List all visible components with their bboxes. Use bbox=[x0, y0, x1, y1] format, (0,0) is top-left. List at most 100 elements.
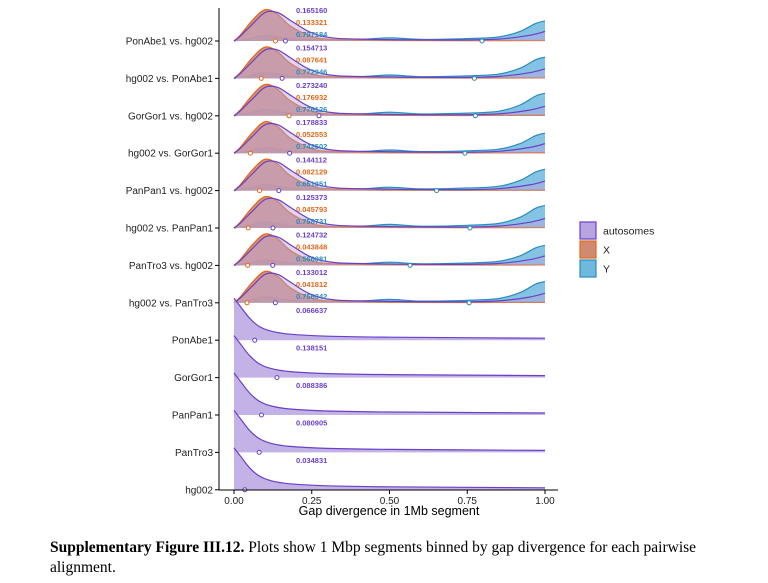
mean-marker-autosomes-gorgor1 bbox=[274, 375, 280, 381]
mean-label-y-hg002-vs-pantro3: 0.756042 bbox=[296, 292, 327, 301]
ridge-gorgor1-vs-hg002 bbox=[233, 83, 546, 119]
mean-marker-x-gorgor1-vs-hg002 bbox=[286, 113, 292, 119]
density-line-x-hg002-vs-pantro3 bbox=[233, 270, 546, 304]
y-tick-label-pantro3: PanTro3 bbox=[175, 448, 213, 459]
ridge-panpan1 bbox=[233, 372, 546, 418]
mean-label-x-panpan1-vs-hg002: 0.082129 bbox=[296, 168, 327, 177]
y-tick-label-pantro3-vs-hg002: PanTro3 vs. hg002 bbox=[129, 261, 214, 272]
mean-label-x-hg002-vs-gorgor1: 0.052553 bbox=[296, 130, 327, 139]
density-line-autosomes-pantro3-vs-hg002 bbox=[233, 235, 546, 266]
mean-label-autosomes-hg002-vs-ponabe1: 0.154713 bbox=[296, 43, 327, 52]
figure-caption: Supplementary Figure III.12. Plots show … bbox=[50, 538, 750, 578]
density-fill-autosomes-hg002-vs-ponabe1 bbox=[234, 48, 545, 79]
mean-marker-y-hg002-vs-panpan1 bbox=[467, 225, 473, 231]
y-tick-labels: PonAbe1 vs. hg002 hg002 vs. PonAbe1 GorGor… bbox=[126, 37, 214, 497]
density-line-x-gorgor1-vs-hg002 bbox=[233, 83, 546, 117]
ridge-pantro3 bbox=[233, 410, 546, 455]
y-tick-label-hg002-vs-pantro3: hg002 vs. PanTro3 bbox=[129, 298, 214, 309]
x-tick-label-1: 0.25 bbox=[302, 496, 322, 507]
x-axis-label: Gap divergence in 1Mb segment bbox=[299, 504, 480, 518]
ridge-layer bbox=[233, 8, 546, 493]
mean-label-y-gorgor1-vs-hg002: 0.776126 bbox=[296, 105, 327, 114]
mean-label-y-hg002-vs-ponabe1: 0.772946 bbox=[296, 67, 327, 76]
mean-label-x-hg002-vs-ponabe1: 0.087641 bbox=[296, 55, 327, 64]
density-fill-autosomes-hg002 bbox=[234, 447, 545, 490]
legend-swatch-x bbox=[579, 240, 597, 259]
legend: autosomes XY bbox=[579, 221, 654, 278]
mean-marker-x-ponabe1-vs-hg002 bbox=[272, 38, 278, 44]
x-tick-label-0: 0.00 bbox=[224, 496, 244, 507]
mean-marker-autosomes-gorgor1-vs-hg002 bbox=[316, 113, 322, 119]
density-fill-autosomes-panpan1 bbox=[234, 373, 545, 415]
mean-value-labels: 0.165160 0.133321 0.797184 0.154713 0.087641… bbox=[296, 6, 328, 465]
mean-marker-y-pantro3-vs-hg002 bbox=[407, 262, 413, 268]
y-tick-label-panpan1: PanPan1 bbox=[172, 411, 214, 422]
y-tick-label-gorgor1: GorGor1 bbox=[174, 373, 213, 384]
mean-marker-autosomes-pantro3-vs-hg002 bbox=[270, 262, 276, 268]
mean-label-autosomes-ponabe1: 0.066637 bbox=[296, 306, 327, 315]
density-fill-autosomes-pantro3 bbox=[234, 410, 545, 453]
mean-label-autosomes-hg002-vs-gorgor1: 0.178833 bbox=[296, 118, 327, 127]
density-line-autosomes-panpan1 bbox=[233, 372, 546, 414]
density-line-x-hg002-vs-panpan1 bbox=[233, 195, 546, 229]
ridge-gorgor1 bbox=[233, 335, 546, 381]
mean-label-x-gorgor1-vs-hg002: 0.176932 bbox=[296, 93, 327, 102]
ridge-hg002 bbox=[233, 447, 546, 493]
ridge-hg002-vs-ponabe1 bbox=[233, 46, 546, 81]
density-line-x-hg002-vs-gorgor1 bbox=[233, 120, 546, 154]
x-tick-label-3: 0.75 bbox=[458, 496, 478, 507]
mean-marker-y-ponabe1-vs-hg002 bbox=[479, 38, 485, 44]
mean-marker-autosomes-panpan1 bbox=[258, 412, 264, 418]
mean-marker-x-pantro3-vs-hg002 bbox=[245, 262, 251, 268]
mean-marker-autosomes-hg002-vs-pantro3 bbox=[272, 300, 278, 306]
density-line-autosomes-ponabe1-vs-hg002 bbox=[233, 10, 546, 42]
y-tick-label-hg002-vs-gorgor1: hg002 vs. GorGor1 bbox=[128, 149, 213, 160]
legend-label-y: Y bbox=[603, 264, 610, 276]
mean-marker-x-hg002-vs-ponabe1 bbox=[258, 75, 264, 81]
ridge-hg002-vs-gorgor1 bbox=[233, 120, 546, 156]
mean-marker-x-hg002-vs-gorgor1 bbox=[247, 150, 253, 156]
y-tick-label-hg002-vs-ponabe1: hg002 vs. PonAbe1 bbox=[126, 74, 214, 85]
density-line-autosomes-gorgor1 bbox=[233, 335, 546, 377]
y-tick-label-hg002: hg002 bbox=[185, 485, 213, 496]
density-line-autosomes-hg002-vs-gorgor1 bbox=[233, 122, 546, 154]
mean-label-autosomes-panpan1: 0.088386 bbox=[296, 381, 327, 390]
mean-label-y-hg002-vs-gorgor1: 0.742502 bbox=[296, 142, 327, 151]
mean-label-autosomes-panpan1-vs-hg002: 0.144112 bbox=[296, 156, 327, 165]
density-fill-autosomes-pantro3-vs-hg002 bbox=[234, 235, 545, 266]
mean-label-autosomes-gorgor1-vs-hg002: 0.273240 bbox=[296, 81, 327, 90]
mean-label-x-hg002-vs-panpan1: 0.045793 bbox=[296, 205, 327, 214]
ridge-hg002-vs-pantro3 bbox=[233, 270, 546, 306]
density-fill-autosomes-ponabe1 bbox=[234, 298, 545, 341]
x-tick-label-2: 0.50 bbox=[380, 496, 400, 507]
mean-label-autosomes-pantro3-vs-hg002: 0.124732 bbox=[296, 230, 327, 239]
density-line-autosomes-hg002-vs-pantro3 bbox=[233, 272, 546, 304]
y-tick-label-panpan1-vs-hg002: PanPan1 vs. hg002 bbox=[126, 186, 214, 197]
density-line-autosomes-hg002-vs-ponabe1 bbox=[233, 48, 546, 79]
caption-text: Plots show 1 Mbp segments binned by gap … bbox=[50, 539, 697, 576]
mean-label-y-hg002-vs-panpan1: 0.758731 bbox=[296, 217, 327, 226]
ridge-pantro3-vs-hg002 bbox=[233, 233, 546, 268]
density-fill-autosomes-panpan1-vs-hg002 bbox=[234, 160, 545, 191]
mean-marker-y-panpan1-vs-hg002 bbox=[434, 188, 440, 194]
density-line-autosomes-hg002 bbox=[233, 447, 546, 489]
density-line-autosomes-panpan1-vs-hg002 bbox=[233, 160, 546, 192]
ridge-ponabe1 bbox=[233, 297, 546, 343]
density-line-autosomes-ponabe1 bbox=[233, 297, 546, 339]
mean-label-x-pantro3-vs-hg002: 0.043848 bbox=[296, 242, 327, 251]
legend-label-x: X bbox=[603, 245, 610, 257]
y-tick-label-ponabe1-vs-hg002: PonAbe1 vs. hg002 bbox=[126, 37, 214, 48]
mean-marker-y-hg002-vs-ponabe1 bbox=[471, 75, 477, 81]
mean-marker-autosomes-ponabe1 bbox=[252, 337, 258, 343]
mean-marker-autosomes-panpan1-vs-hg002 bbox=[276, 188, 282, 194]
density-line-x-pantro3-vs-hg002 bbox=[233, 233, 546, 266]
mean-label-autosomes-hg002-vs-pantro3: 0.133012 bbox=[296, 268, 327, 277]
axes: 0.00 0.25 0.50 0.75 1.00 bbox=[215, 8, 558, 507]
density-fill-autosomes-gorgor1-vs-hg002 bbox=[234, 86, 545, 116]
mean-label-y-panpan1-vs-hg002: 0.651351 bbox=[296, 180, 327, 189]
mean-marker-autosomes-hg002-vs-ponabe1 bbox=[279, 75, 285, 81]
legend-label-autosomes: autosomes bbox=[603, 226, 654, 238]
density-fill-autosomes-ponabe1-vs-hg002 bbox=[234, 11, 545, 42]
legend-swatch-autosomes bbox=[579, 221, 597, 240]
mean-label-autosomes-hg002: 0.034831 bbox=[296, 456, 327, 465]
